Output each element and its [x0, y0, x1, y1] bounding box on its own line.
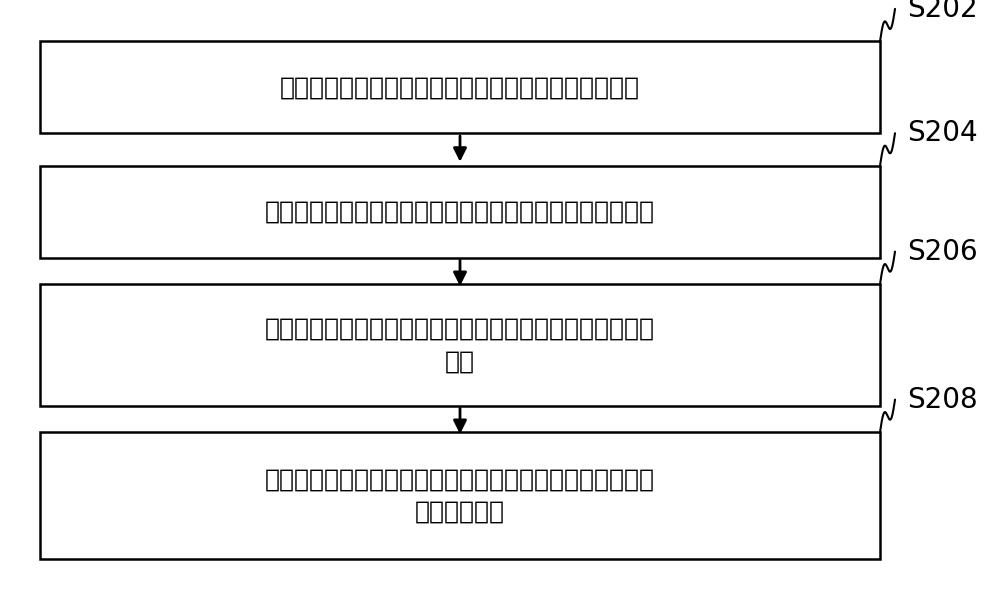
- Text: 若对应的映射表未加载，则检查是否已为写命令分配临时映: 若对应的映射表未加载，则检查是否已为写命令分配临时映: [265, 317, 655, 340]
- Bar: [40, 432, 880, 559]
- Bar: [40, 41, 880, 133]
- Text: S202: S202: [907, 0, 978, 23]
- Text: 映射表项位图: 映射表项位图: [415, 500, 505, 524]
- Text: S204: S204: [907, 119, 978, 147]
- Text: S206: S206: [907, 237, 978, 266]
- Bar: [40, 284, 880, 406]
- Text: 若未分配临时映射表，则为写命令分配临时映射表及对应的: 若未分配临时映射表，则为写命令分配临时映射表及对应的: [265, 468, 655, 491]
- Text: 射表: 射表: [445, 349, 475, 373]
- Text: 在获取写命令后，检查所写命令对应的映射表是否加载: 在获取写命令后，检查所写命令对应的映射表是否加载: [280, 75, 640, 99]
- Text: 若对应的映射表已加载，则为写命令分配地址并更新映射表: 若对应的映射表已加载，则为写命令分配地址并更新映射表: [265, 200, 655, 224]
- Bar: [40, 166, 880, 258]
- Text: S208: S208: [907, 385, 978, 414]
